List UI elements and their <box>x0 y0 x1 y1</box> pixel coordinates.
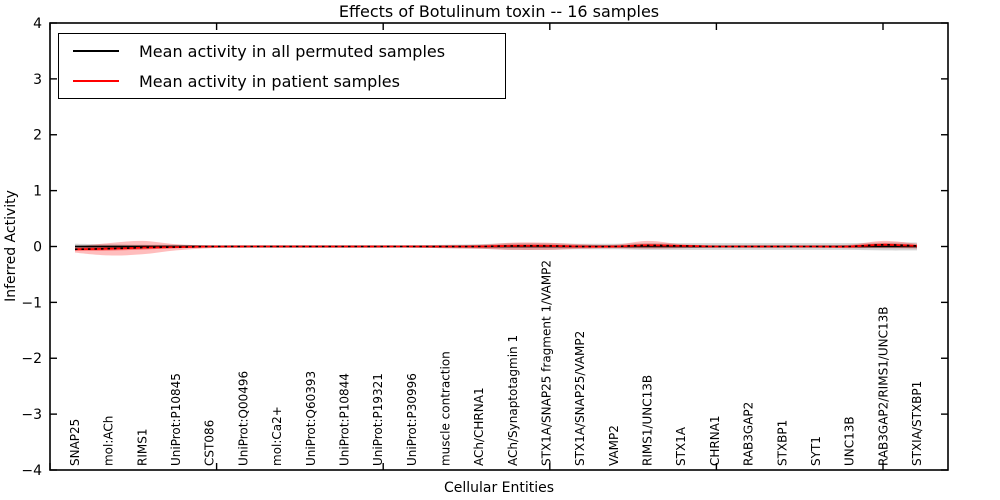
y-tick-label: 4 <box>33 16 42 32</box>
category-label: UniProt:Q00496 <box>236 371 250 466</box>
chart-title: Effects of Botulinum toxin -- 16 samples <box>338 2 660 21</box>
category-label: VAMP2 <box>607 425 621 466</box>
category-label: STXIA/STXBP1 <box>910 381 924 466</box>
y-tick-label: −3 <box>21 407 42 423</box>
y-tick-label: 2 <box>33 128 42 144</box>
y-tick-label: −1 <box>21 295 42 311</box>
category-labels: SNAP25 mol:ACh RIMS1 UniProt:P10845 CST086 Un… <box>68 260 924 466</box>
category-label: UniProt:P30996 <box>405 373 419 466</box>
legend-entry-permuted: Mean activity in all permuted samples <box>59 36 505 66</box>
category-label: SNAP25 <box>68 419 82 466</box>
legend: Mean activity in all permuted samples Me… <box>58 33 506 99</box>
category-label: RAB3GAP2/RIMS1/UNC13B <box>876 306 890 466</box>
category-label: SYT1 <box>809 436 823 466</box>
category-label: CHRNA1 <box>708 415 722 466</box>
category-label: RIMS1/UNC13B <box>641 375 655 466</box>
category-label: ACh/CHRNA1 <box>472 387 486 466</box>
x-axis-ticks <box>49 23 884 470</box>
legend-entry-patient: Mean activity in patient samples <box>59 66 505 96</box>
legend-line-patient <box>73 80 119 82</box>
legend-label-permuted: Mean activity in all permuted samples <box>139 41 446 61</box>
category-label: CST086 <box>203 420 217 466</box>
category-label: mol:ACh <box>102 416 116 466</box>
category-label: UniProt:P10845 <box>169 373 183 466</box>
category-label: STX1A/SNAP25/VAMP2 <box>573 331 587 466</box>
category-label: UniProt:P10844 <box>337 373 351 466</box>
category-label: UniProt:P19321 <box>371 373 385 466</box>
x-axis-label: Cellular Entities <box>443 480 555 496</box>
patient-band <box>75 240 917 256</box>
legend-line-permuted <box>73 50 119 52</box>
category-label: RAB3GAP2 <box>742 402 756 466</box>
category-label: muscle contraction <box>438 351 452 466</box>
category-label: UniProt:Q60393 <box>304 371 318 466</box>
category-label: STX1A <box>674 426 688 466</box>
category-label: STXBP1 <box>775 420 789 466</box>
y-tick-label: −2 <box>21 351 42 367</box>
category-label: mol:Ca2+ <box>270 406 284 466</box>
y-tick-label: 1 <box>33 184 42 200</box>
category-label: UNC13B <box>843 416 857 466</box>
category-label: ACh/Synaptotagmin 1 <box>506 335 520 466</box>
legend-label-patient: Mean activity in patient samples <box>139 71 400 91</box>
permuted-mean-overlay <box>74 243 918 251</box>
category-label: RIMS1 <box>135 429 149 466</box>
y-tick-label: −4 <box>21 463 42 479</box>
y-tick-label: 3 <box>33 72 42 88</box>
y-tick-label: 0 <box>33 239 42 255</box>
y-axis-label: Inferred Activity <box>3 190 19 302</box>
y-axis-ticks: 4 3 2 1 0 −1 −2 −3 −4 <box>21 16 948 479</box>
category-label: STX1A/SNAP25 fragment 1/VAMP2 <box>540 260 554 466</box>
